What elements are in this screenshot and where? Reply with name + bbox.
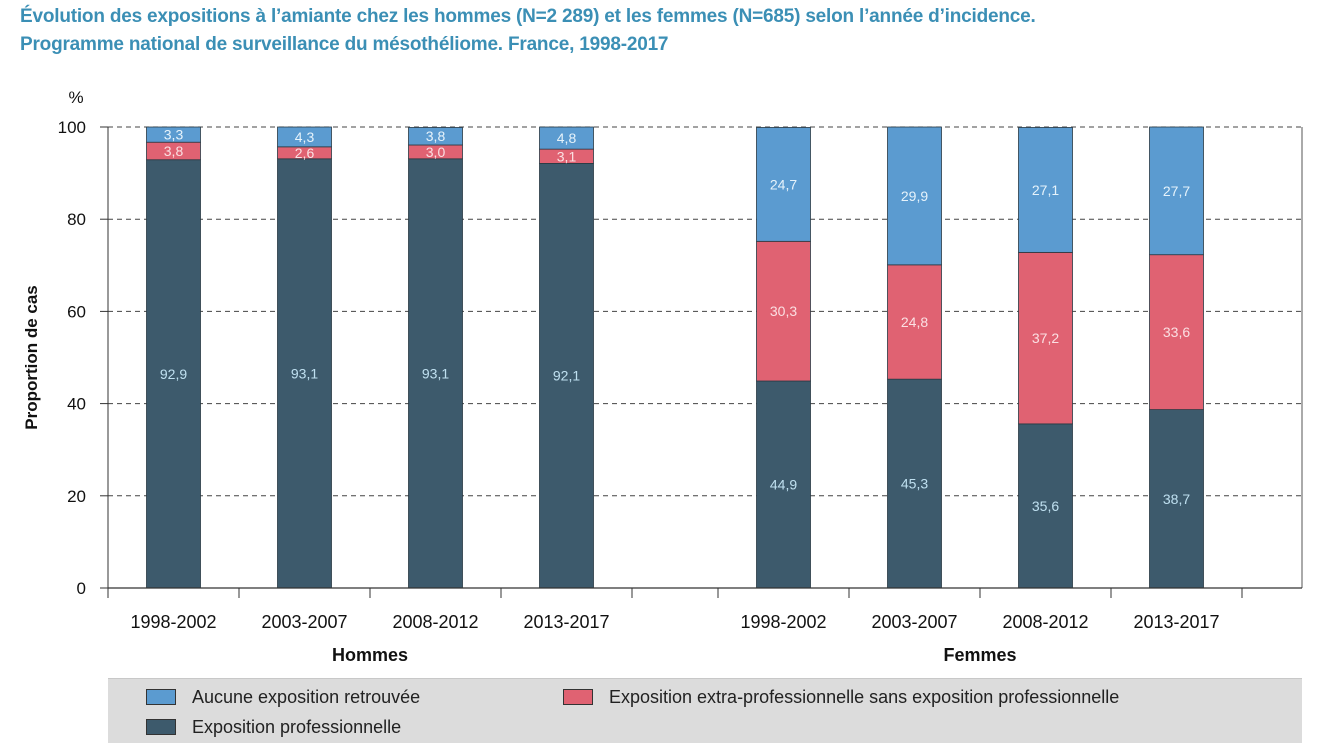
bar-segment-aucune xyxy=(277,126,332,148)
bar-segment-pro xyxy=(887,378,942,589)
data-label-extra: 30,3 xyxy=(770,303,797,319)
x-tick-label: 1998-2002 xyxy=(130,612,216,632)
x-tick-label: 2013-2017 xyxy=(523,612,609,632)
bar-segment-pro xyxy=(1018,423,1073,589)
y-axis-label: Proportion de cas xyxy=(22,285,41,430)
data-label-extra: 37,2 xyxy=(1032,330,1059,346)
bar-segment-aucune xyxy=(1149,126,1204,256)
data-label-pro: 35,6 xyxy=(1032,498,1059,514)
x-tick-label: 2008-2012 xyxy=(392,612,478,632)
data-label-aucune: 4,3 xyxy=(295,129,315,145)
bar-segment-extra xyxy=(1149,254,1204,410)
y-tick-label: 100 xyxy=(58,118,86,137)
data-label-extra: 24,8 xyxy=(901,314,928,330)
x-tick-label: 1998-2002 xyxy=(740,612,826,632)
x-tick-label: 2013-2017 xyxy=(1133,612,1219,632)
group-label: Femmes xyxy=(943,645,1016,665)
bar-segment-aucune xyxy=(1018,127,1073,253)
x-tick-label: 2003-2007 xyxy=(871,612,957,632)
data-label-pro: 38,7 xyxy=(1163,491,1190,507)
chart-legend: Aucune exposition retrouvée Exposition e… xyxy=(108,678,1302,743)
bar-segment-pro xyxy=(408,158,463,589)
y-tick-label: 60 xyxy=(67,302,86,321)
data-label-pro: 92,1 xyxy=(553,368,580,384)
bar-segment-aucune xyxy=(756,127,811,242)
legend-label-pro: Exposition professionnelle xyxy=(192,716,402,737)
legend-label-aucune: Aucune exposition retrouvée xyxy=(192,686,421,707)
x-tick-label: 2008-2012 xyxy=(1002,612,1088,632)
data-label-pro: 93,1 xyxy=(422,365,449,381)
bar-segment-pro xyxy=(756,380,811,589)
bar-segment-aucune xyxy=(539,126,594,150)
chart-subtitle: Programme national de surveillance du mé… xyxy=(20,34,669,55)
data-label-aucune: 27,7 xyxy=(1163,183,1190,199)
legend-swatch-pro xyxy=(146,719,176,735)
legend-swatch-aucune xyxy=(146,689,176,705)
data-label-pro: 44,9 xyxy=(770,477,797,493)
bar-segment-extra xyxy=(1018,251,1073,425)
group-label: Hommes xyxy=(332,645,408,665)
y-tick-label: 40 xyxy=(67,395,86,414)
bar-segment-pro xyxy=(539,163,594,589)
y-tick-label: 0 xyxy=(77,579,86,598)
bar-segment-aucune xyxy=(408,127,463,146)
data-label-aucune: 3,3 xyxy=(164,127,184,143)
legend-item-aucune: Aucune exposition retrouvée xyxy=(146,687,420,707)
data-label-pro: 45,3 xyxy=(901,476,928,492)
bar-segment-aucune xyxy=(887,126,942,266)
data-label-pro: 92,9 xyxy=(160,366,187,382)
y-tick-label: 80 xyxy=(67,210,86,229)
bar-segment-pro xyxy=(1149,409,1204,589)
data-label-aucune: 29,9 xyxy=(901,188,928,204)
bar-segment-aucune xyxy=(146,126,201,143)
x-tick-label: 2003-2007 xyxy=(261,612,347,632)
data-label-extra: 3,8 xyxy=(164,143,184,159)
y-unit-label: % xyxy=(68,88,83,107)
data-label-pro: 93,1 xyxy=(291,365,318,381)
legend-item-pro: Exposition professionnelle xyxy=(146,717,401,737)
data-label-extra: 3,0 xyxy=(426,144,446,160)
bar-segment-pro xyxy=(146,159,201,589)
y-tick-label: 20 xyxy=(67,487,86,506)
data-label-extra: 2,6 xyxy=(295,145,315,161)
chart-title: Évolution des expositions à l’amiante ch… xyxy=(20,6,1036,27)
data-label-aucune: 24,7 xyxy=(770,176,797,192)
legend-swatch-extra xyxy=(563,689,593,705)
data-label-aucune: 3,8 xyxy=(426,128,446,144)
data-label-extra: 33,6 xyxy=(1163,324,1190,340)
legend-label-extra: Exposition extra-professionnelle sans ex… xyxy=(609,686,1120,707)
bar-segment-extra xyxy=(887,264,942,380)
data-label-extra: 3,1 xyxy=(557,148,577,164)
data-label-aucune: 4,8 xyxy=(557,130,577,146)
legend-item-extra: Exposition extra-professionnelle sans ex… xyxy=(563,687,1119,707)
data-label-aucune: 27,1 xyxy=(1032,182,1059,198)
